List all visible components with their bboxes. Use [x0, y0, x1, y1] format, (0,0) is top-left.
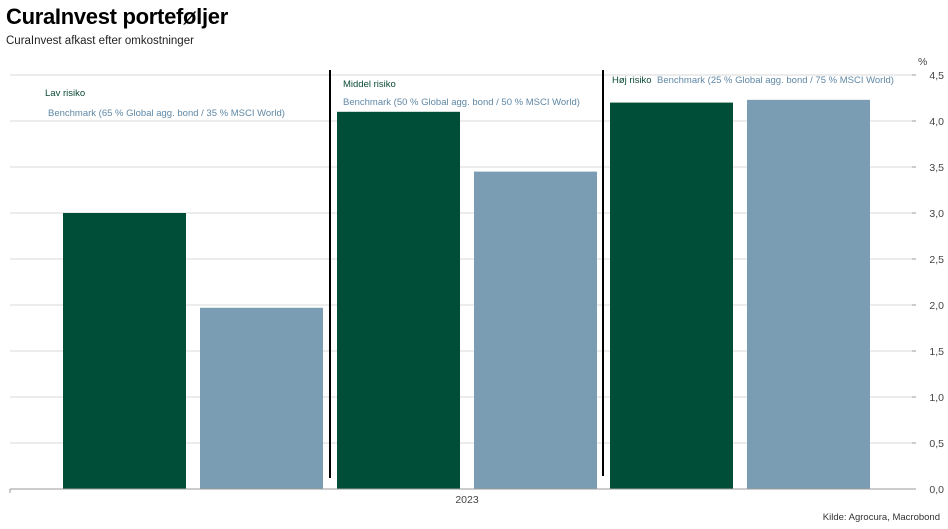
benchmark-label: Benchmark (25 % Global agg. bond / 75 % …: [657, 75, 894, 86]
group-labels: Lav risiko Benchmark (65 % Global agg. bo…: [45, 75, 894, 119]
chart-title: CuraInvest porteføljer: [6, 4, 229, 29]
y-tick-label: 0,5: [929, 438, 944, 450]
benchmark-label: Benchmark (65 % Global agg. bond / 35 % …: [48, 108, 285, 119]
portfolio-bar: [63, 213, 186, 489]
y-tick-label: 4,5: [929, 70, 944, 82]
group-label: Lav risiko: [45, 88, 85, 99]
benchmark-bar: [747, 99, 870, 489]
bars: [63, 99, 870, 490]
y-tick-label: 3,0: [929, 208, 944, 220]
benchmark-bar: [474, 171, 597, 489]
y-unit-label: %: [918, 56, 927, 68]
group-dividers: [329, 70, 604, 478]
y-tick-label: 2,0: [929, 300, 944, 312]
chart-subtitle: CuraInvest afkast efter omkostninger: [6, 35, 194, 47]
portfolio-bar: [610, 102, 733, 489]
benchmark-label: Benchmark (50 % Global agg. bond / 50 % …: [343, 97, 580, 108]
group-label: Høj risiko: [612, 75, 652, 86]
y-tick-label: 1,0: [929, 392, 944, 404]
benchmark-bar: [200, 307, 323, 489]
y-axis-ticks: 0,0 0,5 1,0 1,5 2,0 2,5 3,0 3,5 4,0 4,5: [912, 70, 944, 496]
y-tick-label: 4,0: [929, 116, 944, 128]
source-note: Kilde: Agrocura, Macrobond: [822, 512, 940, 523]
y-tick-label: 3,5: [929, 162, 944, 174]
y-tick-label: 2,5: [929, 254, 944, 266]
y-tick-label: 1,5: [929, 346, 944, 358]
x-category-label: 2023: [455, 494, 479, 506]
portfolio-bar: [337, 111, 460, 490]
y-tick-label: 0,0: [929, 484, 944, 496]
group-label: Middel risiko: [343, 79, 396, 90]
